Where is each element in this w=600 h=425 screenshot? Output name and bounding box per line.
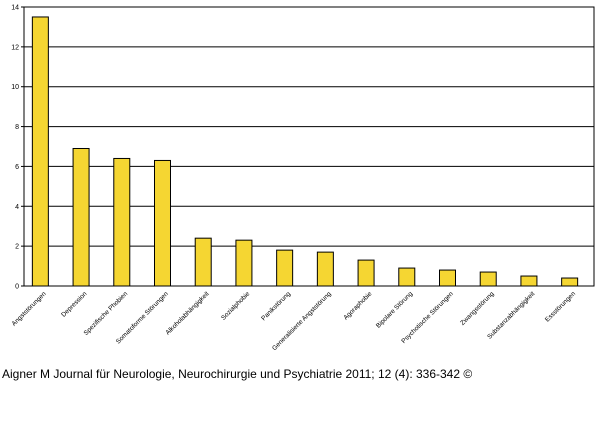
gridlines (24, 46, 594, 247)
bar (31, 16, 49, 287)
bar (194, 237, 212, 287)
bar (316, 251, 334, 287)
x-tick-label: Bipolare Störung (375, 290, 414, 329)
bar (520, 275, 538, 287)
bar (479, 271, 497, 287)
y-tick-label: 0 (15, 284, 19, 291)
y-tick-label: 2 (15, 244, 19, 251)
y-tick-label: 4 (15, 204, 19, 211)
y-tick-label: 8 (15, 124, 19, 131)
bar-chart: 0 2 4 6 8 10 12 14 Angststörungen DepressionSpez… (11, 5, 595, 352)
x-tick-label: Essstörungen (544, 290, 577, 323)
x-tick-label: Alkoholabhängigkeit (165, 290, 211, 336)
x-tick-label: Agoraphobie (342, 290, 373, 321)
bar (561, 277, 579, 287)
x-tick-label: Depression (60, 290, 88, 318)
y-tick-label: 10 (11, 84, 19, 91)
bar (357, 259, 375, 287)
plot-frame (23, 6, 595, 287)
y-tick-label: 12 (11, 44, 19, 51)
citation-text: Aigner M Journal für Neurologie, Neuroch… (2, 367, 473, 381)
x-tick-label: Panikstörung (260, 290, 292, 322)
bar (154, 159, 171, 287)
bar (398, 267, 416, 287)
bar (72, 147, 90, 287)
y-tick-label: 14 (11, 5, 19, 12)
y-tick-label: 6 (15, 164, 19, 171)
bar (439, 269, 456, 287)
x-tick-label: Angststörungen (11, 290, 48, 327)
y-axis-ticks: 0 2 4 6 8 10 12 14 (11, 5, 24, 291)
bar (235, 239, 253, 287)
x-tick-label: Spezifische Phobien (83, 290, 130, 337)
x-tick-label: Sozialphobie (220, 290, 252, 322)
plot-border (23, 6, 595, 287)
x-tick-label: Zwangsstörung (459, 290, 496, 327)
bar (113, 157, 131, 287)
x-tick-label: Substanzabhängigkeit (486, 290, 536, 340)
bar (276, 249, 294, 287)
bars (31, 16, 579, 287)
